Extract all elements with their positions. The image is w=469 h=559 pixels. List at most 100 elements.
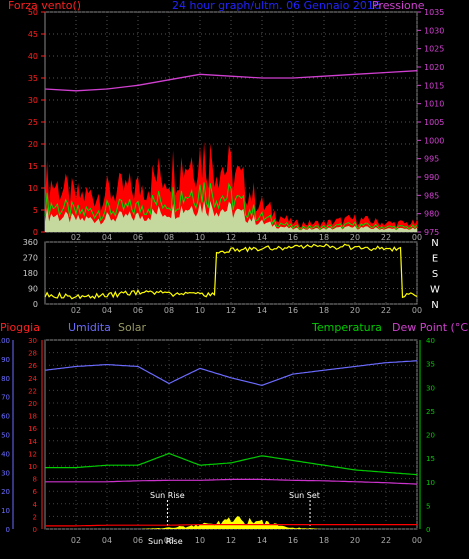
pressure-tick-label: 1015	[424, 81, 444, 90]
rain-tick-label: 14	[28, 438, 37, 446]
rain-tick-label: 4	[33, 501, 38, 509]
x-tick-label: 02	[71, 306, 81, 315]
x-tick-label: 10	[195, 306, 205, 315]
pressure-tick-label: 980	[424, 210, 439, 219]
rain-tick-label: 28	[28, 350, 37, 358]
humidity-tick-label: 30	[1, 469, 10, 477]
temp-tick-label: 25	[426, 408, 435, 416]
humidity-tick-label: 100	[0, 337, 10, 345]
wind-tick-label: 30	[28, 96, 38, 105]
rain-tick-label: 6	[33, 488, 38, 496]
pressure-title: Pressione	[372, 0, 425, 12]
direction-tick-label: 270	[23, 254, 38, 263]
temp-tick-label: 5	[426, 502, 430, 510]
sunrise-bottom-label: Sun Rise	[148, 537, 183, 546]
x-tick-label: 00	[412, 306, 422, 315]
wind-tick-label: 15	[28, 162, 38, 171]
x-tick-label: 08	[164, 536, 174, 545]
direction-tick-label: 180	[23, 269, 38, 278]
wind-avg-line	[44, 182, 418, 231]
rain-tick-label: 30	[28, 337, 37, 345]
humidity-tick-label: 80	[1, 375, 10, 383]
x-tick-label: 20	[350, 233, 360, 242]
pressure-tick-label: 985	[424, 191, 439, 200]
pressure-tick-label: 1020	[424, 63, 444, 72]
humidity-tick-label: 10	[1, 507, 10, 515]
wind-tick-label: 0	[33, 228, 38, 237]
wind-tick-label: 35	[28, 74, 38, 83]
x-tick-label: 10	[195, 536, 205, 545]
x-tick-label: 00	[412, 536, 422, 545]
rain-tick-label: 0	[33, 526, 37, 534]
pressure-tick-label: 1005	[424, 118, 444, 127]
x-tick-label: 04	[102, 306, 112, 315]
pressure-tick-label: 1035	[424, 8, 444, 17]
x-tick-label: 20	[350, 536, 360, 545]
x-tick-label: 06	[133, 233, 143, 242]
pressure-tick-label: 990	[424, 173, 439, 182]
rain-tick-label: 26	[28, 362, 37, 370]
x-tick-label: 02	[71, 233, 81, 242]
graph-title: 24 hour graph/ultm. 06 Gennaio 2016	[172, 0, 381, 12]
solar-area	[45, 516, 417, 529]
rain-tick-label: 10	[28, 463, 37, 471]
direction-tick-label: 0	[33, 300, 38, 309]
x-tick-label: 16	[288, 306, 298, 315]
temperature-title: Temperatura	[311, 321, 382, 334]
pressure-tick-label: 1010	[424, 100, 444, 109]
x-tick-label: 18	[319, 536, 329, 545]
x-tick-label: 18	[319, 306, 329, 315]
dewpoint-title: Dew Point (°C)	[392, 321, 469, 334]
humidity-tick-label: 40	[1, 450, 10, 458]
direction-tick-label: 90	[28, 285, 38, 294]
x-tick-label: 00	[412, 233, 422, 242]
rain-tick-label: 24	[28, 375, 37, 383]
humidity-tick-label: 90	[1, 356, 10, 364]
temp-humidity-panel: Pioggia Umidita Solar Temperatura Dew Po…	[0, 321, 469, 546]
humidity-tick-label: 50	[1, 432, 10, 440]
temp-tick-label: 10	[426, 479, 435, 487]
wind-gust-area	[45, 141, 417, 232]
wind-direction-line	[44, 243, 418, 300]
humidity-line	[44, 360, 418, 387]
temp-tick-label: 0	[426, 526, 430, 534]
direction-tick-label: 360	[23, 238, 38, 247]
pressure-tick-label: 1030	[424, 26, 444, 35]
temp-tick-label: 20	[426, 432, 435, 440]
wind-tick-label: 50	[28, 8, 38, 17]
sunrise-label: Sun Rise	[150, 491, 185, 500]
x-tick-label: 22	[381, 536, 391, 545]
wind-tick-label: 20	[28, 140, 38, 149]
wind-tick-label: 40	[28, 52, 38, 61]
rain-tick-label: 8	[33, 476, 37, 484]
rain-tick-label: 16	[28, 425, 37, 433]
x-tick-label: 08	[164, 306, 174, 315]
x-tick-label: 14	[257, 233, 267, 242]
rain-tick-label: 20	[28, 400, 37, 408]
compass-label: W	[430, 285, 440, 296]
rain-tick-label: 22	[28, 387, 37, 395]
temp-tick-label: 15	[426, 455, 435, 463]
pressure-tick-label: 995	[424, 155, 439, 164]
humidity-tick-label: 0	[6, 526, 10, 534]
temp-tick-label: 40	[426, 337, 435, 345]
pressure-line	[44, 70, 418, 92]
compass-label: S	[432, 269, 438, 280]
wind-tick-label: 25	[28, 118, 38, 127]
wind-tick-label: 45	[28, 30, 38, 39]
x-tick-label: 18	[319, 233, 329, 242]
compass-label: N	[431, 300, 438, 311]
wind-pressure-panel: Forza vento() 24 hour graph/ultm. 06 Gen…	[8, 0, 444, 242]
wind-tick-label: 10	[28, 184, 38, 193]
temp-tick-label: 35	[426, 361, 435, 369]
x-tick-label: 22	[381, 233, 391, 242]
wind-light-area	[45, 200, 417, 232]
x-tick-label: 10	[195, 233, 205, 242]
rain-line	[45, 523, 417, 527]
dewpoint-line	[45, 478, 418, 485]
solar-title: Solar	[118, 321, 147, 334]
temperature-line	[45, 452, 418, 476]
x-tick-label: 04	[102, 536, 112, 545]
x-tick-label: 12	[226, 536, 236, 545]
